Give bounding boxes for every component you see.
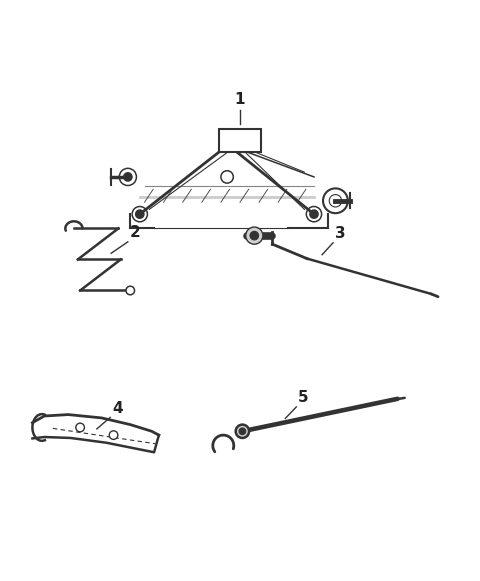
Circle shape	[124, 173, 132, 181]
Circle shape	[246, 227, 263, 244]
Circle shape	[126, 286, 134, 295]
Circle shape	[310, 210, 318, 218]
Circle shape	[136, 210, 144, 218]
FancyBboxPatch shape	[218, 129, 262, 152]
Circle shape	[239, 428, 246, 435]
Circle shape	[109, 431, 118, 439]
Text: 4: 4	[112, 400, 123, 415]
Circle shape	[236, 425, 249, 438]
Text: 1: 1	[235, 92, 245, 107]
Text: 5: 5	[298, 390, 309, 405]
Circle shape	[250, 231, 259, 240]
Text: 2: 2	[130, 225, 141, 240]
Circle shape	[76, 423, 84, 432]
Text: 3: 3	[336, 226, 346, 241]
